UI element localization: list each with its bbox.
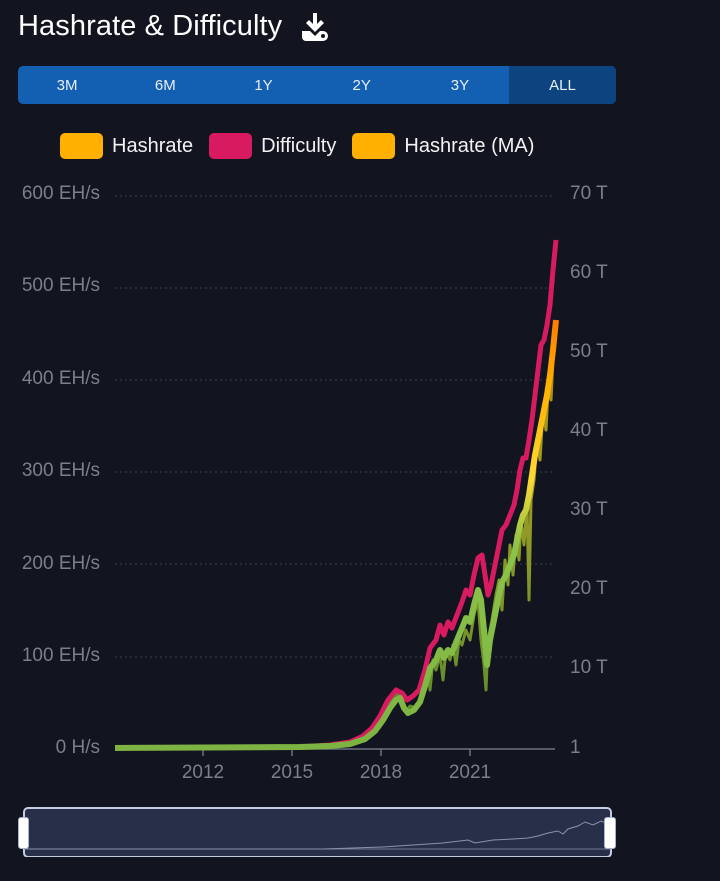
y-axis-right-tick: 30 T (570, 499, 608, 520)
legend-item-hashrate-ma[interactable]: Hashrate (MA) (352, 133, 534, 159)
range-button-all[interactable]: ALL (509, 66, 616, 104)
y-axis-left-tick: 200 EH/s (21, 553, 100, 574)
x-axis-tick: 2018 (359, 762, 403, 783)
y-axis-right-tick: 70 T (570, 183, 608, 204)
x-axis-tick: 2012 (181, 762, 225, 783)
series-hashrate-ma (114, 319, 559, 751)
chart-plot-area[interactable] (0, 0, 720, 800)
navigator-selection (23, 807, 612, 858)
y-axis-right-tick: 50 T (570, 341, 608, 362)
series-hashrate (114, 329, 557, 750)
y-axis-left-tick: 300 EH/s (21, 460, 100, 481)
legend-label: Hashrate (MA) (404, 134, 535, 157)
y-axis-left-tick: 0 H/s (55, 737, 100, 758)
range-button-2y[interactable]: 2Y (352, 76, 371, 94)
x-axis-tick: 2021 (448, 762, 492, 783)
legend-label: Hashrate (112, 134, 194, 157)
chart-legend: Hashrate Difficulty Hashrate (MA) (60, 133, 550, 159)
navigator-handle-left[interactable] (18, 817, 29, 849)
y-axis-right-tick: 10 T (570, 657, 608, 678)
y-axis-left-tick: 600 EH/s (21, 183, 100, 204)
y-axis-left-tick: 500 EH/s (21, 275, 100, 296)
range-selector: 3M 6M 1Y 2Y 3Y ALL (18, 66, 616, 104)
legend-item-hashrate[interactable]: Hashrate (60, 133, 193, 159)
navigator-series (25, 820, 607, 850)
y-axis-right-tick: 40 T (570, 420, 608, 441)
legend-label: Difficulty (261, 134, 337, 157)
navigator-handle-right[interactable] (604, 817, 616, 849)
navigator[interactable] (18, 807, 616, 858)
page-title: Hashrate & Difficulty (18, 9, 283, 42)
legend-swatch-hashrate-ma (352, 133, 396, 159)
y-axis-right-tick: 1 (570, 737, 581, 758)
legend-swatch-difficulty (209, 133, 253, 159)
y-axis-right-tick: 60 T (570, 262, 608, 283)
download-icon[interactable] (300, 11, 330, 41)
range-button-1y[interactable]: 1Y (254, 76, 273, 94)
header: Hashrate & Difficulty (18, 6, 330, 46)
legend-item-difficulty[interactable]: Difficulty (209, 133, 336, 159)
y-axis-left-tick: 100 EH/s (21, 645, 100, 666)
y-axis-right-tick: 20 T (570, 578, 608, 599)
series-difficulty (114, 239, 559, 751)
y-axis-left-tick: 400 EH/s (21, 368, 100, 389)
x-axis-tick: 2015 (270, 762, 314, 783)
range-button-3y[interactable]: 3Y (450, 76, 470, 94)
range-button-3m[interactable]: 3M (56, 76, 78, 94)
legend-swatch-hashrate (60, 133, 103, 159)
range-button-6m[interactable]: 6M (154, 76, 176, 94)
